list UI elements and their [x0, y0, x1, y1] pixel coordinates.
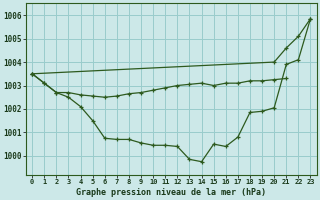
X-axis label: Graphe pression niveau de la mer (hPa): Graphe pression niveau de la mer (hPa)	[76, 188, 266, 197]
